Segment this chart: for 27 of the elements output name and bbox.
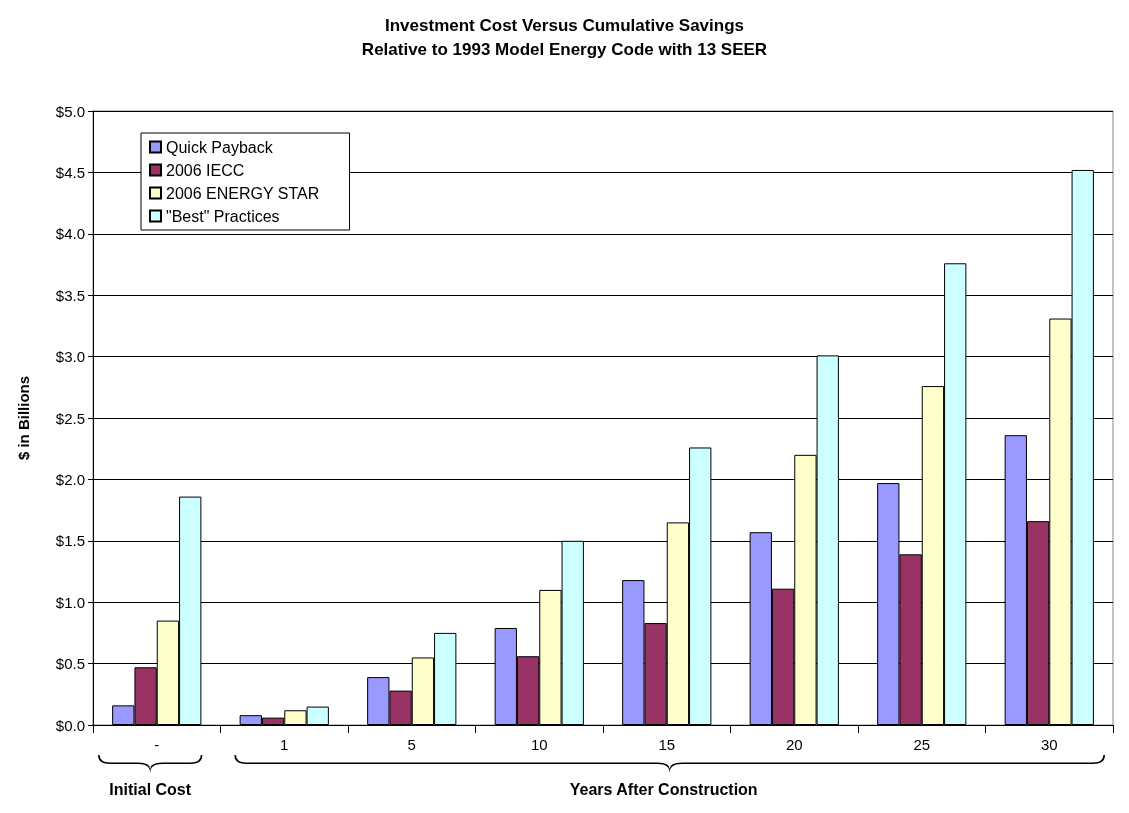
x-tick-label: 20 — [785, 736, 803, 753]
y-tick-label: $0.0 — [55, 716, 85, 734]
text: Years After Construction — [569, 780, 758, 798]
y-tick-label: $4.0 — [55, 225, 85, 243]
y-tick-label: $4.5 — [55, 163, 85, 181]
legend-label: 2006 IECC — [166, 161, 245, 179]
y-tick-label: $2.5 — [55, 409, 85, 427]
legend-label: "Best" Practices — [166, 207, 280, 225]
x-tick-label: 30 — [1040, 736, 1058, 753]
x-tick-label: - — [154, 736, 160, 753]
x-tick-label: 15 — [658, 736, 676, 753]
y-tick-label: $1.0 — [55, 593, 85, 611]
chart-title: Investment Cost Versus Cumulative Savings Relative to 1993 Model Energy Code with 13 SEER — [361, 15, 768, 59]
legend-label: 2006 ENERGY STAR — [166, 184, 320, 202]
y-tick-label: $3.5 — [55, 286, 85, 304]
x-tick-label: 10 — [530, 736, 548, 753]
y-axis-title: $ in Billions — [15, 375, 32, 461]
y-tick-label: $0.5 — [55, 655, 85, 673]
y-tick-label: $3.0 — [55, 348, 85, 366]
x-tick-label: 5 — [407, 736, 416, 753]
legend-label: Quick Payback — [166, 138, 274, 156]
y-tick-label: $5.0 — [55, 102, 85, 120]
y-tick-label: $2.0 — [55, 470, 85, 488]
y-tick-label: $1.5 — [55, 532, 85, 550]
x-tick-label: 1 — [280, 736, 289, 753]
text: Initial Cost — [109, 780, 192, 798]
x-tick-label: 25 — [913, 736, 931, 753]
